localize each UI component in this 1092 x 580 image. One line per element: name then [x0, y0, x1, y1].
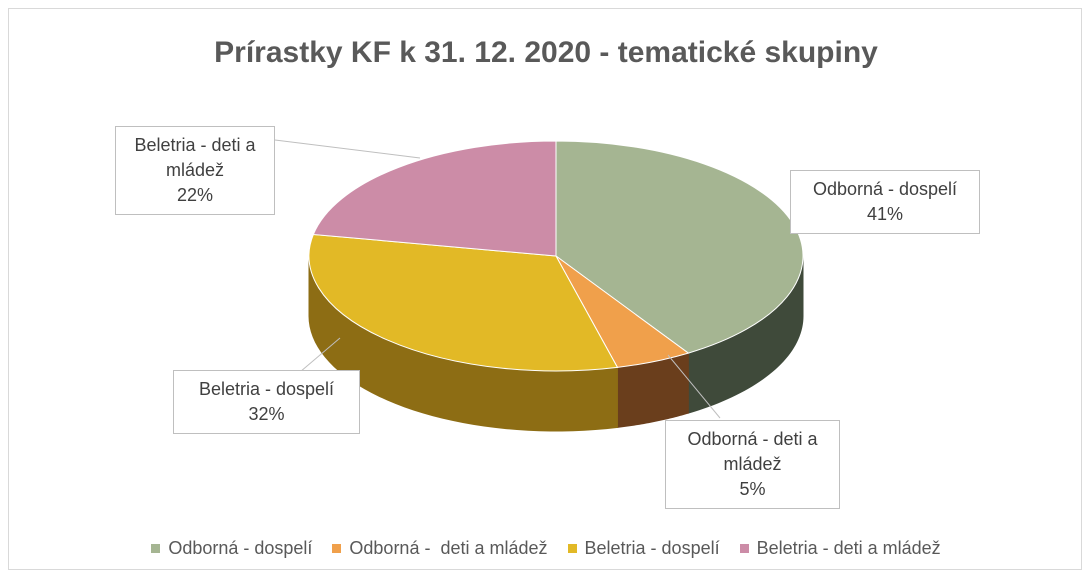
- data-label: Beletria - dospelí 32%: [173, 370, 360, 434]
- chart-frame: [8, 8, 1082, 570]
- slice: [312, 140, 557, 257]
- legend: Odborná - dospelí Odborná - deti a mládež…: [0, 538, 1092, 559]
- data-label: Odborná - deti a mládež 5%: [665, 420, 840, 509]
- leader-line: [667, 354, 721, 419]
- legend-label: Beletria - deti a mládež: [756, 538, 941, 558]
- legend-item: Odborná - deti a mládež: [332, 538, 548, 559]
- legend-label: Beletria - dospelí: [584, 538, 720, 558]
- data-label-value: 22%: [176, 185, 214, 205]
- leader-line: [299, 337, 341, 373]
- legend-label: Odborná - deti a mládež: [349, 538, 548, 558]
- legend-item: Odborná - dospelí: [151, 538, 312, 559]
- data-label-value: 5%: [739, 479, 766, 499]
- slice: [308, 233, 619, 372]
- legend-label: Odborná - dospelí: [168, 538, 313, 558]
- legend-swatch: [151, 544, 161, 553]
- data-label-category: Beletria - deti a mládež: [134, 135, 256, 180]
- legend-swatch: [567, 544, 577, 553]
- legend-item: Beletria - deti a mládež: [739, 538, 941, 559]
- legend-item: Beletria - dospelí: [567, 538, 720, 559]
- legend-swatch: [739, 544, 749, 553]
- legend-swatch: [332, 544, 342, 553]
- data-label-value: 41%: [866, 204, 904, 224]
- data-label-category: Odborná - dospelí: [812, 179, 958, 199]
- data-label-category: Beletria - dospelí: [198, 379, 335, 399]
- data-label-value: 32%: [248, 404, 285, 424]
- data-label: Beletria - deti a mládež 22%: [115, 126, 275, 215]
- data-label-category: Odborná - deti a mládež: [687, 429, 818, 474]
- data-label: Odborná - dospelí 41%: [790, 170, 980, 234]
- chart-title: Prírastky KF k 31. 12. 2020 - tematické …: [214, 36, 878, 69]
- leader-line: [274, 139, 421, 159]
